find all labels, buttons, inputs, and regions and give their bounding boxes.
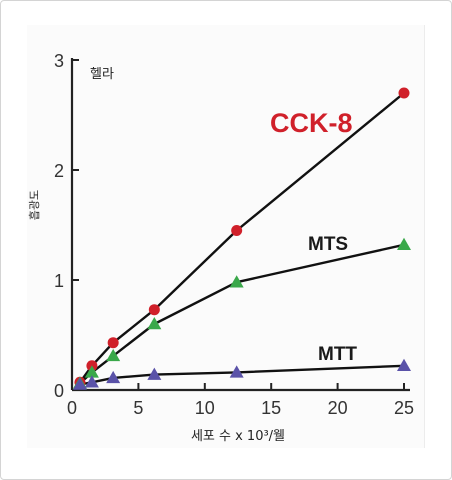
series-labels: CCK-8 MTS MTT <box>270 108 357 365</box>
data-point-mtt <box>397 358 411 372</box>
data-point-cck-8 <box>107 337 119 349</box>
data-point-mtt <box>84 375 99 388</box>
series-label-cck-8: CCK-8 <box>270 108 353 138</box>
axes: 0 1 2 3 0 5 10 15 20 25 <box>54 51 414 418</box>
chart-title: 헬라 <box>90 67 114 82</box>
data-point-mts <box>397 237 411 251</box>
data-point-mts <box>84 365 99 378</box>
y-tick-label: 2 <box>54 161 64 181</box>
x-tick-label: 20 <box>328 398 348 418</box>
data-point-mtt <box>229 365 244 378</box>
data-point-cck-8 <box>148 304 160 316</box>
data-point-mts <box>229 275 244 288</box>
y-tick-label: 0 <box>54 381 64 401</box>
data-point-cck-8 <box>398 87 410 99</box>
data-point-mtt <box>72 377 87 390</box>
x-tick-label: 10 <box>195 398 215 418</box>
data-point-mtt <box>106 370 121 384</box>
series-lines <box>78 92 405 386</box>
y-tick-label: 1 <box>54 271 64 291</box>
x-tick-label: 0 <box>67 398 77 418</box>
y-axis-label: 흡광도 <box>27 190 41 220</box>
data-point-cck-8 <box>231 225 243 236</box>
x-tick-label: 25 <box>394 398 414 418</box>
series-markers <box>72 87 411 390</box>
x-tick-label: 15 <box>261 398 281 418</box>
data-point-mts <box>147 317 162 330</box>
data-point-mtt <box>147 367 162 380</box>
series-line-cck-8 <box>78 92 405 384</box>
data-point-mts <box>106 348 121 362</box>
series-label-mtt: MTT <box>318 344 357 365</box>
x-tick-label: 5 <box>133 398 143 418</box>
x-axis-label: 세포 수 x 10³/웰 <box>191 429 285 444</box>
series-label-mts: MTS <box>308 234 348 255</box>
y-tick-label: 3 <box>54 51 64 71</box>
